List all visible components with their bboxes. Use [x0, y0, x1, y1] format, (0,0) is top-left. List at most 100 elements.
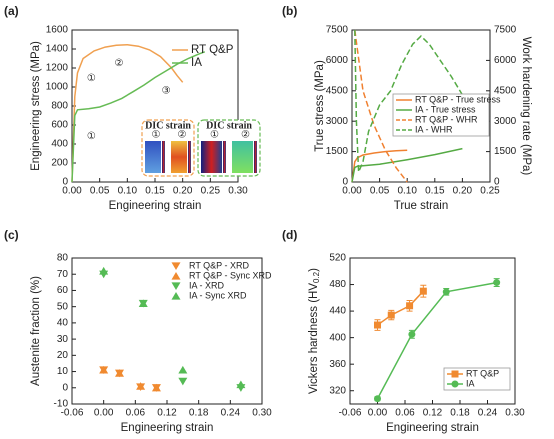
inset-image — [232, 141, 253, 173]
x-tick-label: -0.06 — [61, 408, 84, 419]
x-tick-label: 0.05 — [370, 186, 390, 197]
y2-tick-label: 0 — [494, 177, 500, 188]
series-line — [354, 29, 408, 183]
legend-label: RT Q&P — [191, 44, 234, 56]
y-axis-label: Austenite fraction (%) — [30, 276, 42, 386]
x-tick-label: 0.10 — [118, 186, 138, 197]
panel-label: (b) — [282, 4, 297, 18]
legend-label: IA — [466, 378, 475, 388]
legend-label: RT Q&P — [466, 368, 499, 378]
y-tick-label: 0 — [62, 177, 68, 188]
series-line — [351, 147, 463, 183]
marker — [171, 291, 181, 300]
legend-label: RT Q&P - XRD — [189, 260, 250, 270]
y-tick-label: 60 — [57, 285, 69, 296]
y2-tick-label: 6000 — [494, 55, 517, 66]
series-line — [354, 29, 464, 173]
x-tick-label: 0.15 — [425, 186, 445, 197]
marker — [136, 382, 146, 390]
x-tick-label: 0.25 — [480, 186, 500, 197]
legend-label: RT Q&P - True stress — [415, 94, 501, 104]
x-tick-label: 0.15 — [145, 186, 165, 197]
y-tick-label: 480 — [329, 279, 346, 290]
annotation: ② — [115, 58, 124, 69]
y-tick-label: 10 — [57, 366, 69, 377]
marker — [138, 299, 148, 308]
panel-label: (d) — [282, 228, 297, 242]
x-tick-label: 0.06 — [395, 408, 415, 419]
y-tick-label: 1200 — [46, 63, 69, 74]
y-tick-label: 70 — [57, 269, 69, 280]
x-tick-label: 0.20 — [173, 186, 193, 197]
marker — [171, 282, 181, 291]
y-tick-label: 30 — [57, 334, 69, 345]
marker — [374, 395, 381, 403]
inset-colorbar — [162, 141, 165, 173]
marker — [493, 279, 501, 287]
legend-label: IA - True stress — [415, 104, 476, 114]
y-tick-label: 1000 — [46, 82, 69, 93]
inset-label: ② — [241, 130, 250, 141]
series-line — [376, 281, 497, 400]
y-tick-label: 320 — [329, 385, 346, 396]
x-tick-label: 0.00 — [62, 186, 82, 197]
legend-label: IA — [191, 57, 202, 69]
y2-tick-label: 4500 — [494, 85, 517, 96]
x-tick-label: 0.00 — [368, 408, 388, 419]
series-line — [71, 51, 206, 183]
inset-image — [145, 141, 161, 173]
y-axis-label: True stress (MPa) — [314, 60, 326, 152]
y-axis-label-text: True stress (MPa) — [314, 60, 326, 152]
x-axis-label: Engineering strain — [109, 200, 202, 212]
y-axis-label-text: Vickers hardness (HV — [308, 283, 320, 394]
x-tick-label: 0.06 — [126, 408, 146, 419]
y-tick-label: 7500 — [326, 25, 349, 36]
inset-label: ② — [178, 130, 187, 141]
y-axis-label-sub: 0.2 — [312, 271, 321, 283]
x-tick-label: 0.05 — [90, 186, 110, 197]
marker — [442, 288, 450, 296]
y-axis-label: Engineering stress (MPa) — [30, 41, 42, 171]
x-tick-label: 0.00 — [342, 186, 362, 197]
annotation: ① — [87, 73, 96, 84]
panel-label: (a) — [4, 4, 19, 18]
x-tick-label: 0.24 — [221, 408, 241, 419]
y2-tick-label: 3000 — [494, 116, 517, 127]
legend-label: RT Q&P - Sync XRD — [189, 270, 272, 280]
marker — [171, 271, 181, 280]
x-tick-label: 0.25 — [201, 186, 221, 197]
inset-colorbar — [223, 141, 226, 173]
x-axis-label: Engineering strain — [121, 422, 214, 434]
y-tick-label: 600 — [51, 120, 68, 131]
legend-frame — [392, 93, 490, 137]
x-tick-label: 0.30 — [505, 408, 525, 419]
marker — [387, 311, 395, 319]
marker — [151, 383, 161, 392]
inset-colorbar — [188, 141, 191, 173]
inset-label: ① — [152, 130, 161, 141]
marker — [374, 321, 381, 329]
annotation: ① — [87, 131, 96, 142]
y-tick-label: 520 — [329, 253, 346, 264]
inset-image — [201, 141, 222, 173]
marker — [236, 380, 246, 389]
annotation: ③ — [162, 85, 171, 96]
y-tick-label: 400 — [329, 332, 346, 343]
y-tick-label: 3000 — [326, 116, 349, 127]
x-tick-label: 0.12 — [423, 408, 443, 419]
panel-label: (c) — [4, 228, 19, 242]
y-tick-label: 4500 — [326, 85, 349, 96]
inset-colorbar — [254, 141, 257, 173]
y2-tick-label: 1500 — [494, 146, 517, 157]
marker — [115, 369, 124, 377]
marker — [451, 380, 459, 388]
y-tick-label: 400 — [51, 139, 68, 150]
x-axis-label: True strain — [394, 200, 449, 212]
inset-title: DIC strain — [145, 120, 191, 131]
x-tick-label: 0.12 — [157, 408, 177, 419]
y-axis-label: Vickers hardness (HV0.2) — [308, 268, 321, 394]
marker — [178, 377, 188, 386]
marker — [99, 266, 109, 275]
y-tick-label: 1600 — [46, 25, 69, 36]
